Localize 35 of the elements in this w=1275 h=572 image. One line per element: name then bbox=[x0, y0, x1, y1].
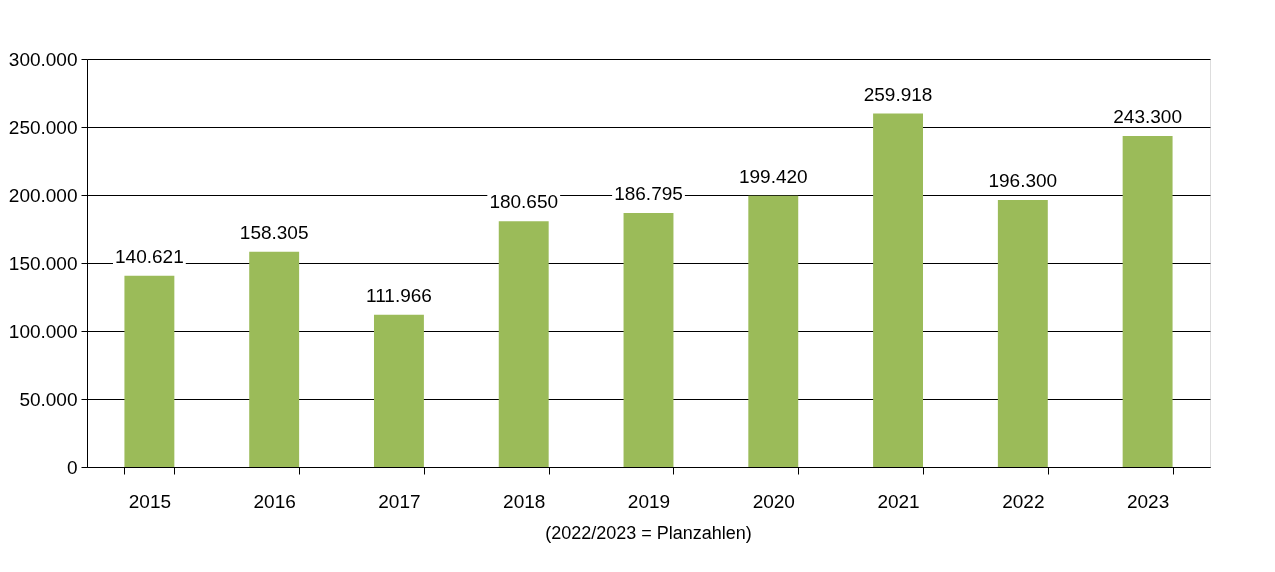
x-tick-label: 2021 bbox=[877, 490, 920, 512]
data-label: 186.795 bbox=[614, 182, 683, 204]
data-label: 199.420 bbox=[738, 165, 808, 187]
y-tick-label: 250.000 bbox=[8, 116, 78, 138]
bar bbox=[1122, 136, 1173, 467]
data-label: 180.650 bbox=[489, 191, 559, 213]
data-label: 140.621 bbox=[115, 245, 184, 267]
bar bbox=[623, 212, 674, 467]
bar bbox=[748, 195, 799, 467]
x-tick-label: 2019 bbox=[627, 490, 671, 512]
y-tick-label: 300.000 bbox=[8, 48, 78, 70]
text: (2022/2023 = Planzahlen) bbox=[545, 523, 752, 543]
data-label: 243.300 bbox=[1113, 106, 1182, 128]
y-tick-label: 200.000 bbox=[8, 184, 78, 206]
y-tick-label: 150.000 bbox=[8, 252, 78, 274]
y-tick-label: 100.000 bbox=[8, 320, 78, 342]
bar bbox=[373, 314, 424, 467]
x-tick-label: 2015 bbox=[128, 490, 172, 512]
x-tick-label: 2016 bbox=[253, 490, 296, 512]
data-label: 111.966 bbox=[366, 284, 432, 306]
bar bbox=[498, 221, 549, 467]
y-tick-label: 50.000 bbox=[19, 388, 78, 410]
bar bbox=[873, 113, 924, 467]
x-tick-label: 2017 bbox=[378, 490, 421, 512]
data-label: 158.305 bbox=[239, 221, 309, 243]
x-tick-label: 2018 bbox=[503, 490, 546, 512]
x-tick-label: 2023 bbox=[1126, 490, 1170, 512]
data-label: 259.918 bbox=[863, 83, 933, 105]
y-tick-label: 0 bbox=[66, 456, 78, 478]
x-tick-label: 2020 bbox=[752, 490, 795, 512]
data-label: 196.300 bbox=[988, 170, 1058, 192]
bar bbox=[249, 251, 300, 467]
bar bbox=[997, 200, 1048, 467]
bar bbox=[124, 275, 175, 467]
x-tick-label: 2022 bbox=[1002, 490, 1045, 512]
